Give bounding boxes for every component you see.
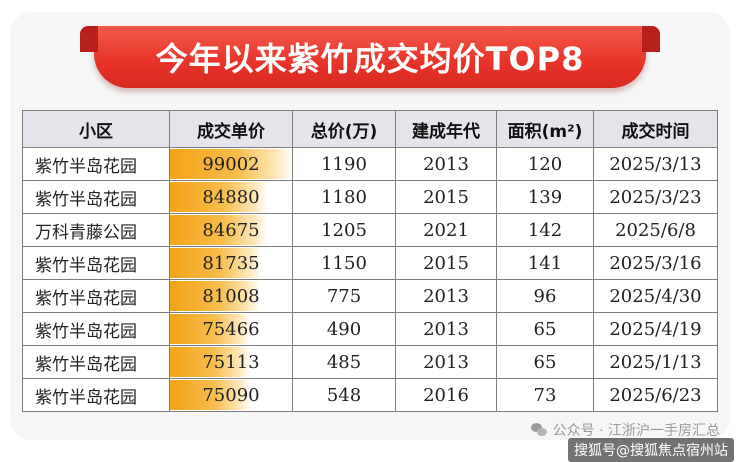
column-header-community: 小区 <box>22 110 170 148</box>
unit-price-text: 84880 <box>202 186 260 208</box>
cell-unit-price: 81735 <box>169 246 293 280</box>
price-bar <box>170 248 262 278</box>
table-header-row: 小区 成交单价 总价(万) 建成年代 面积(m²) 成交时间 <box>22 110 718 148</box>
cell-area: 142 <box>496 213 594 247</box>
cell-community: 紫竹半岛花园 <box>22 312 170 346</box>
cell-build-year: 2021 <box>395 213 497 247</box>
cell-community: 紫竹半岛花园 <box>22 378 170 412</box>
table-row: 紫竹半岛花园 75466 490 2013 65 2025/4/19 <box>22 312 718 346</box>
cell-deal-date: 2025/6/23 <box>593 378 718 412</box>
price-bar <box>170 314 251 344</box>
cell-total-price: 1190 <box>292 147 396 181</box>
unit-price-text: 81735 <box>202 252 260 274</box>
cell-unit-price: 81008 <box>169 279 293 313</box>
unit-price-text: 84675 <box>202 219 260 241</box>
column-header-build-year: 建成年代 <box>395 110 497 148</box>
cell-area: 141 <box>496 246 594 280</box>
watermark-official-account-text: 公众号 · 江浙沪一手房汇总 <box>552 423 720 439</box>
cell-unit-price: 84675 <box>169 213 293 247</box>
cell-build-year: 2013 <box>395 312 497 346</box>
unit-price-text: 99002 <box>202 153 260 175</box>
cell-total-price: 548 <box>292 378 396 412</box>
cell-total-price: 775 <box>292 279 396 313</box>
unit-price-text: 75113 <box>202 351 260 373</box>
price-bar <box>170 149 292 179</box>
cell-deal-date: 2025/1/13 <box>593 345 718 379</box>
table-row: 紫竹半岛花园 75090 548 2016 73 2025/6/23 <box>22 378 718 412</box>
unit-price-text: 75090 <box>202 384 260 406</box>
cell-unit-price: 75466 <box>169 312 293 346</box>
price-bar <box>170 215 267 245</box>
cell-community: 紫竹半岛花园 <box>22 345 170 379</box>
cell-unit-price: 99002 <box>169 147 293 181</box>
cell-build-year: 2013 <box>395 345 497 379</box>
cell-community: 紫竹半岛花园 <box>22 147 170 181</box>
cell-area: 65 <box>496 345 594 379</box>
cell-community: 紫竹半岛花园 <box>22 279 170 313</box>
watermark-sohu: 搜狐号@搜狐焦点宿州站 <box>568 438 734 462</box>
price-bar <box>170 380 250 410</box>
column-header-deal-date: 成交时间 <box>593 110 718 148</box>
cell-unit-price: 75090 <box>169 378 293 412</box>
cell-unit-price: 75113 <box>169 345 293 379</box>
cell-deal-date: 2025/3/13 <box>593 147 718 181</box>
cell-build-year: 2013 <box>395 147 497 181</box>
cell-total-price: 1150 <box>292 246 396 280</box>
ranking-table: 小区 成交单价 总价(万) 建成年代 面积(m²) 成交时间 紫竹半岛花园 990… <box>22 110 718 412</box>
column-header-unit-price: 成交单价 <box>169 110 293 148</box>
cell-community: 紫竹半岛花园 <box>22 180 170 214</box>
cell-deal-date: 2025/3/16 <box>593 246 718 280</box>
cell-community: 万科青藤公园 <box>22 213 170 247</box>
cell-unit-price: 84880 <box>169 180 293 214</box>
cell-area: 96 <box>496 279 594 313</box>
cell-deal-date: 2025/4/30 <box>593 279 718 313</box>
cell-total-price: 1180 <box>292 180 396 214</box>
unit-price-text: 75466 <box>202 318 260 340</box>
cell-deal-date: 2025/4/19 <box>593 312 718 346</box>
table-row: 紫竹半岛花园 81008 775 2013 96 2025/4/30 <box>22 279 718 313</box>
cell-deal-date: 2025/6/8 <box>593 213 718 247</box>
price-bar <box>170 347 250 377</box>
cell-build-year: 2016 <box>395 378 497 412</box>
price-bar <box>170 281 261 311</box>
title-banner: 今年以来紫竹成交均价TOP8 <box>80 26 660 88</box>
watermark-official-account: 公众号 · 江浙沪一手房汇总 <box>530 420 720 440</box>
cell-area: 73 <box>496 378 594 412</box>
cell-total-price: 485 <box>292 345 396 379</box>
table-row: 紫竹半岛花园 75113 485 2013 65 2025/1/13 <box>22 345 718 379</box>
price-bar <box>170 182 268 212</box>
cell-area: 120 <box>496 147 594 181</box>
cell-community: 紫竹半岛花园 <box>22 246 170 280</box>
table-row: 紫竹半岛花园 99002 1190 2013 120 2025/3/13 <box>22 147 718 181</box>
cell-build-year: 2013 <box>395 279 497 313</box>
cell-build-year: 2015 <box>395 180 497 214</box>
table-body: 紫竹半岛花园 99002 1190 2013 120 2025/3/13 紫竹半岛花园 848… <box>22 147 718 412</box>
page-title: 今年以来紫竹成交均价TOP8 <box>155 40 585 78</box>
cell-total-price: 1205 <box>292 213 396 247</box>
cell-build-year: 2015 <box>395 246 497 280</box>
table-row: 紫竹半岛花园 81735 1150 2015 141 2025/3/16 <box>22 246 718 280</box>
cell-area: 139 <box>496 180 594 214</box>
column-header-total-price: 总价(万) <box>292 110 396 148</box>
cell-total-price: 490 <box>292 312 396 346</box>
unit-price-text: 81008 <box>202 285 260 307</box>
wechat-icon <box>530 423 547 437</box>
cell-deal-date: 2025/3/23 <box>593 180 718 214</box>
table-row: 万科青藤公园 84675 1205 2021 142 2025/6/8 <box>22 213 718 247</box>
table-row: 紫竹半岛花园 84880 1180 2015 139 2025/3/23 <box>22 180 718 214</box>
cell-area: 65 <box>496 312 594 346</box>
column-header-area: 面积(m²) <box>496 110 594 148</box>
